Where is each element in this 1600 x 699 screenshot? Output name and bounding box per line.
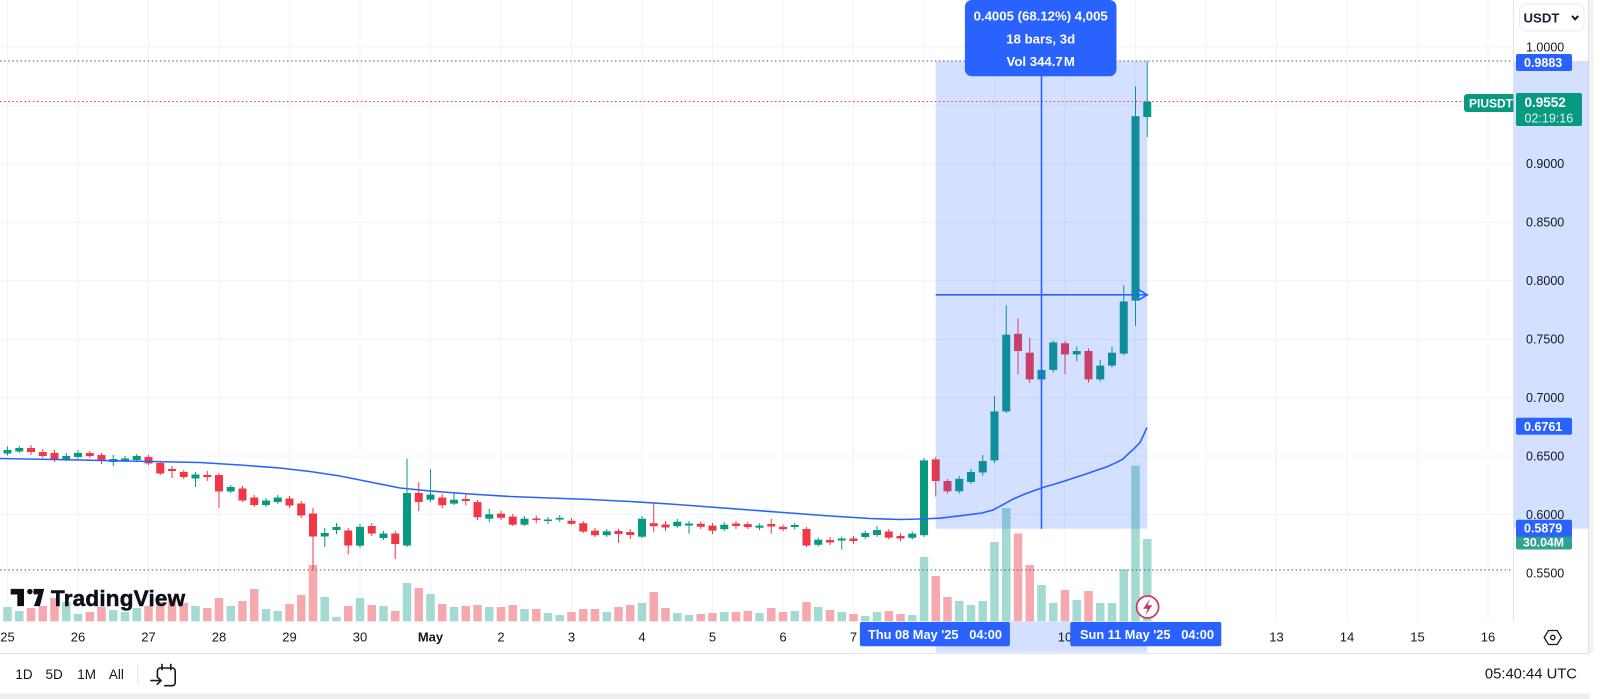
svg-text:2: 2: [497, 630, 504, 645]
svg-text:1D: 1D: [15, 667, 33, 682]
svg-text:0.9883: 0.9883: [1524, 56, 1562, 70]
svg-text:25: 25: [0, 630, 14, 645]
svg-text:0.9000: 0.9000: [1526, 157, 1564, 171]
svg-text:18 bars, 3d: 18 bars, 3d: [1006, 32, 1075, 47]
svg-text:0.4005 (68.12%) 4,005: 0.4005 (68.12%) 4,005: [974, 9, 1108, 24]
svg-text:28: 28: [212, 630, 226, 645]
svg-text:0.7500: 0.7500: [1526, 333, 1564, 347]
svg-text:PIUSDT: PIUSDT: [1469, 97, 1514, 111]
svg-text:15: 15: [1410, 630, 1424, 645]
svg-text:7: 7: [850, 630, 857, 645]
svg-text:1M: 1M: [77, 667, 96, 682]
svg-text:5D: 5D: [46, 667, 64, 682]
svg-text:6: 6: [779, 630, 786, 645]
svg-text:0.7000: 0.7000: [1526, 391, 1564, 405]
svg-text:16: 16: [1481, 630, 1495, 645]
svg-text:04:00: 04:00: [1181, 627, 1214, 642]
svg-text:29: 29: [282, 630, 296, 645]
svg-text:0.8000: 0.8000: [1526, 274, 1564, 288]
svg-text:30.04M: 30.04M: [1523, 536, 1564, 550]
svg-text:04:00: 04:00: [969, 627, 1002, 642]
svg-text:0.5879: 0.5879: [1524, 522, 1562, 536]
svg-text:10: 10: [1058, 630, 1072, 645]
svg-text:Sun 11 May '25: Sun 11 May '25: [1080, 627, 1171, 642]
svg-text:1.0000: 1.0000: [1526, 40, 1564, 54]
svg-text:13: 13: [1269, 630, 1283, 645]
svg-text:27: 27: [141, 630, 155, 645]
svg-text:30: 30: [353, 630, 367, 645]
svg-text:0.6500: 0.6500: [1526, 449, 1564, 463]
svg-text:0.8500: 0.8500: [1526, 216, 1564, 230]
svg-text:Thu 08 May '25: Thu 08 May '25: [868, 627, 959, 642]
svg-text:May: May: [418, 630, 444, 645]
svg-text:05:40:44 UTC: 05:40:44 UTC: [1485, 667, 1577, 683]
svg-text:26: 26: [71, 630, 85, 645]
svg-text:0.9552: 0.9552: [1525, 95, 1566, 110]
svg-text:0.5500: 0.5500: [1526, 566, 1564, 580]
svg-text:0.6761: 0.6761: [1524, 420, 1562, 434]
svg-text:TradingView: TradingView: [51, 586, 186, 611]
svg-text:02:19:16: 02:19:16: [1525, 112, 1574, 126]
svg-text:14: 14: [1340, 630, 1354, 645]
svg-text:0.6000: 0.6000: [1526, 508, 1564, 522]
svg-text:All: All: [109, 667, 124, 682]
svg-text:3: 3: [568, 630, 575, 645]
svg-text:5: 5: [709, 630, 716, 645]
svg-text:4: 4: [638, 630, 645, 645]
svg-text:USDT: USDT: [1524, 10, 1560, 25]
svg-text:Vol 344.7 M: Vol 344.7 M: [1007, 54, 1075, 69]
